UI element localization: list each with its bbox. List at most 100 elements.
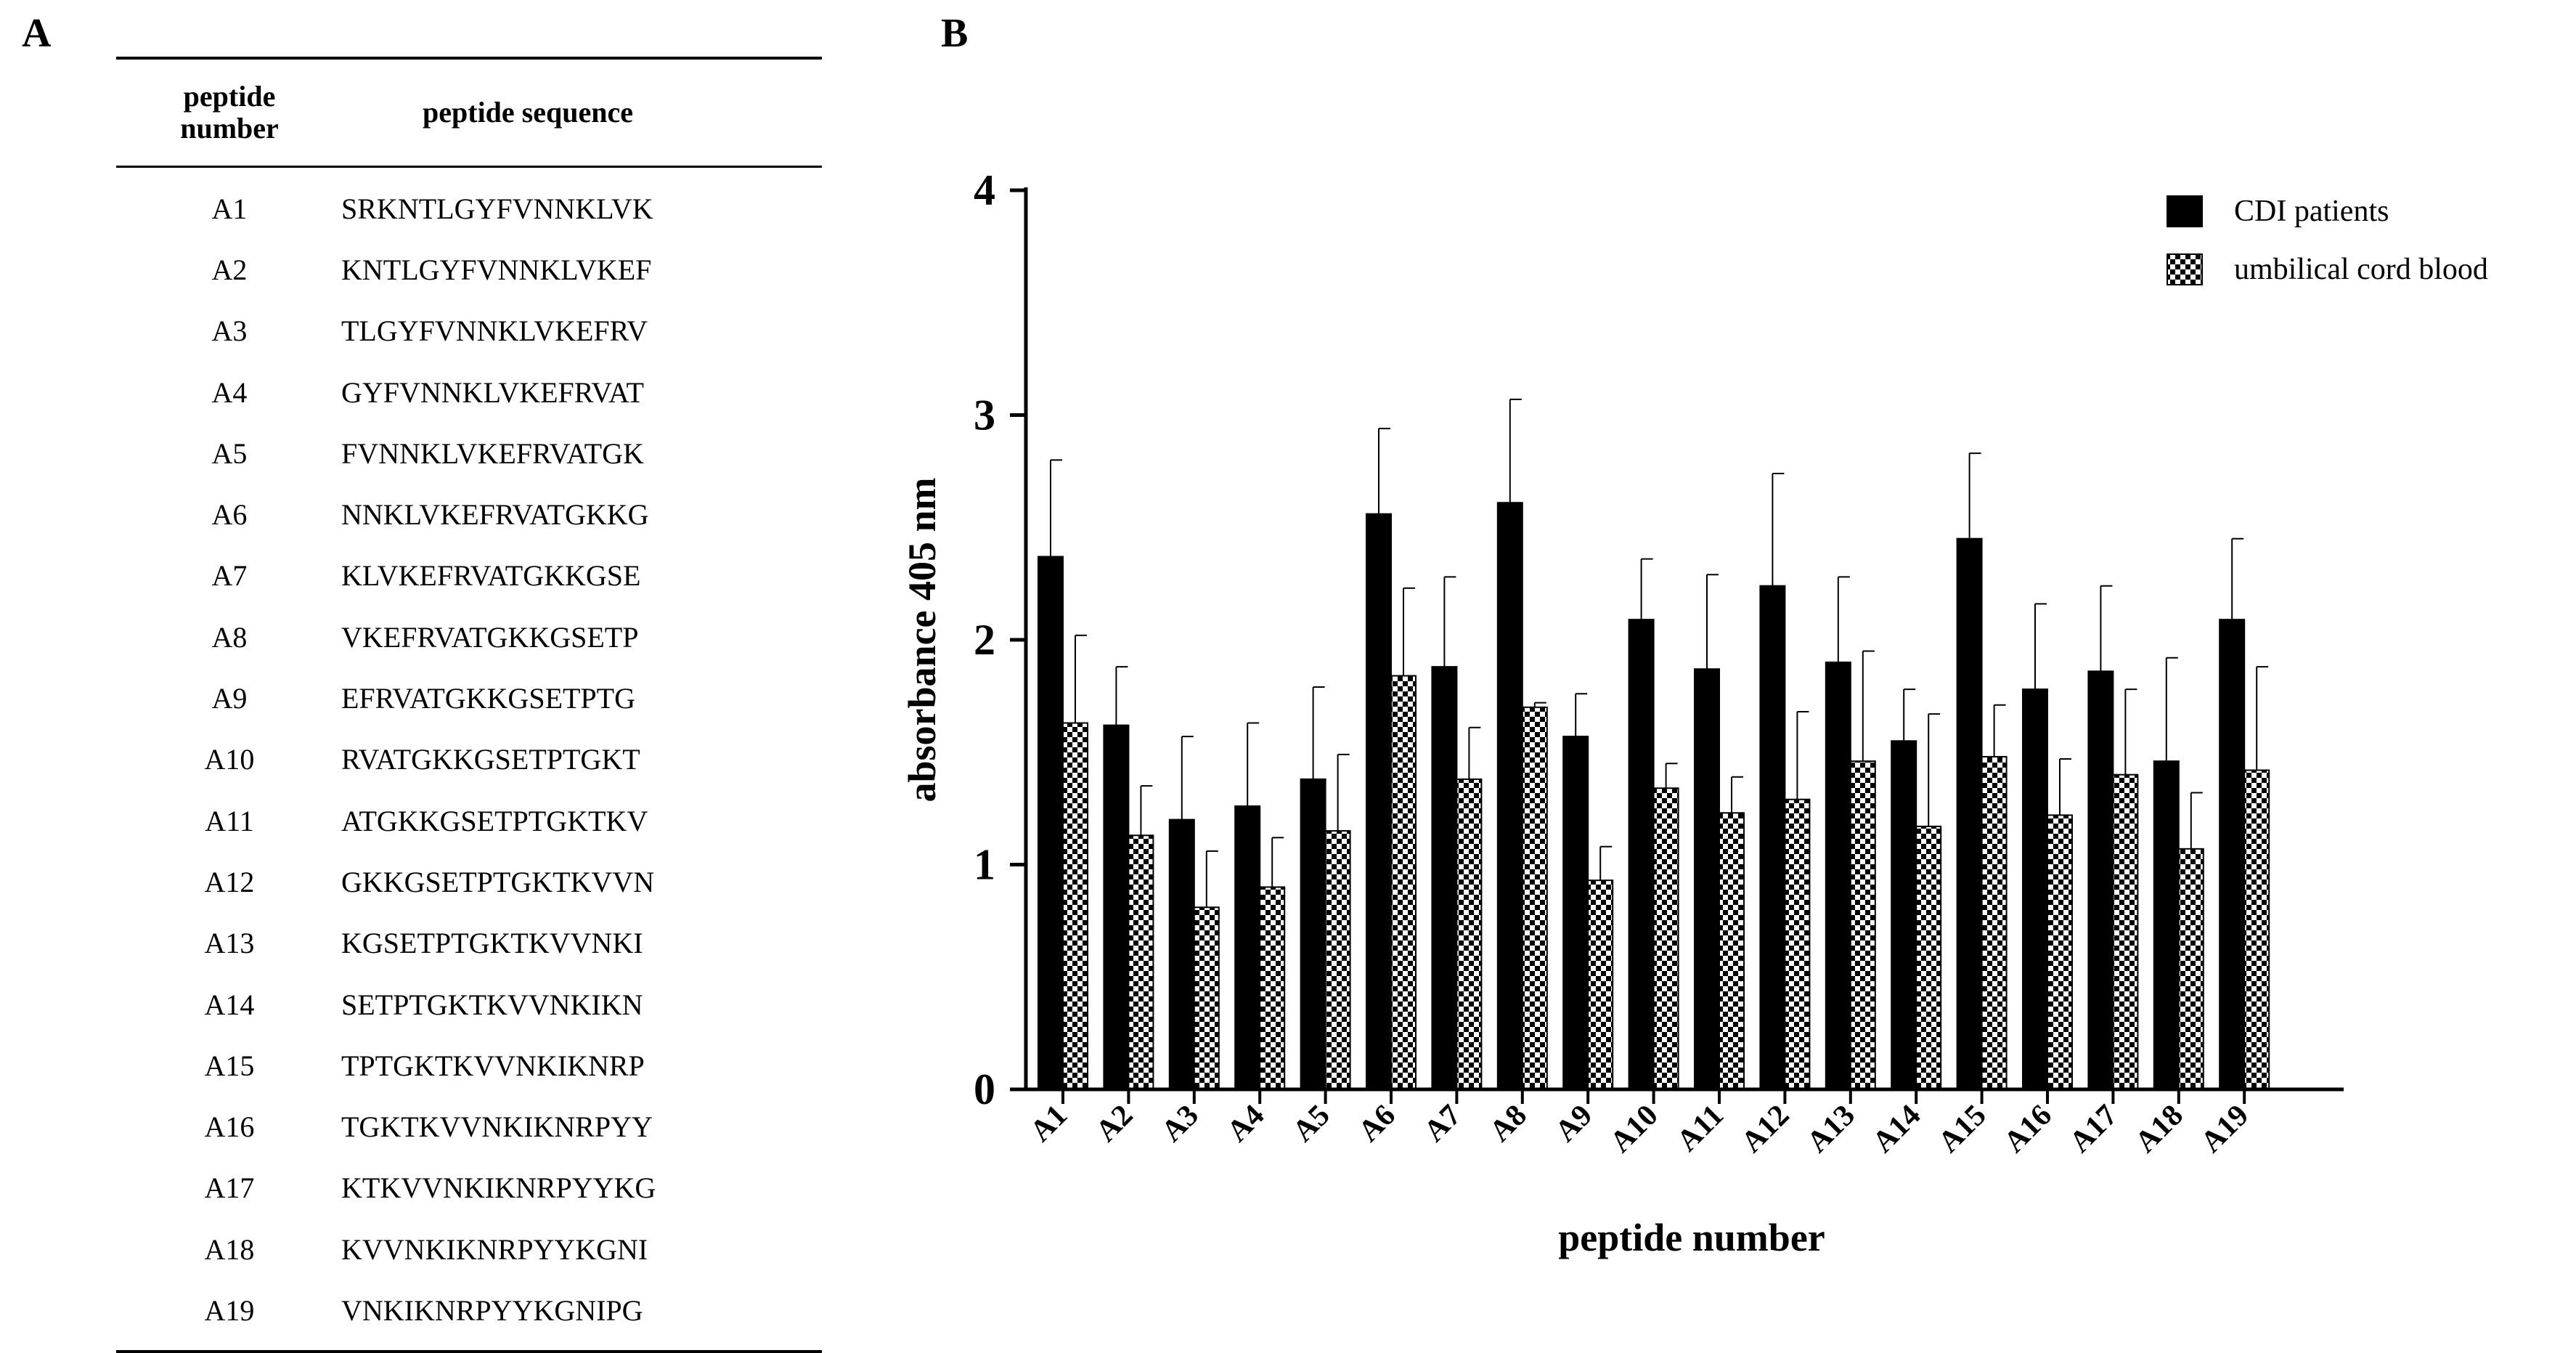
table-row: A10 RVATGKKGSETPTGKT [116,729,822,790]
peptide-number-cell: A1 [211,192,248,225]
x-tick-label: A7 [1418,1099,1468,1149]
bar-cord-blood [1521,706,1548,1090]
bar-cdi [1431,666,1458,1090]
peptide-number-cell: A18 [204,1232,255,1266]
peptide-number-cell: A19 [204,1293,255,1327]
bar-cord-blood [2047,814,2073,1091]
table-row: A2 KNTLGYFVNNKLVKEF [116,239,822,300]
bar-cdi [1825,661,1851,1090]
table-row: A11 ATGKKGSETPTGKTKV [116,790,822,851]
table-row: A7 KLVKEFRVATGKKGSE [116,545,822,606]
x-tick-label: A12 [1735,1099,1796,1160]
peptide-number-cell: A8 [211,620,248,654]
table-row: A12 GKKGSETPTGKTKVVN [116,851,822,912]
table-body: A1 SRKNTLGYFVNNKLVK A2 KNTLGYFVNNKLVKEF A3 TL… [116,168,822,1350]
header-number-line-2: number [180,112,279,145]
bar-cdi [1300,778,1326,1090]
peptide-number-cell: A5 [211,436,248,470]
peptide-sequence-cell: KNTLGYFVNNKLVKEF [341,253,652,286]
bar-cdi [1038,556,1064,1090]
legend-swatch [2167,195,2203,227]
bar-cdi [1366,513,1392,1090]
bar-cdi [1628,619,1655,1090]
legend-swatch [2167,253,2203,285]
peptide-number-cell: A7 [211,559,248,593]
peptide-number-cell: A9 [211,682,248,715]
bar-cord-blood [1587,879,1614,1091]
y-tick-label: 1 [974,841,995,889]
peptide-sequence-cell: KTKVVNKIKNRPYYKG [341,1171,656,1205]
x-tick-label: A3 [1155,1099,1205,1149]
bar-cord-blood [1390,675,1417,1090]
x-tick-label: A4 [1220,1099,1271,1149]
peptide-sequence-cell: KGSETPTGKTKVVNKI [341,927,643,960]
peptide-sequence-cell: KVVNKIKNRPYYKGNI [341,1232,648,1266]
bar-cord-blood [1128,834,1154,1090]
bar-cdi [1103,724,1130,1090]
legend-label: CDI patients [2234,195,2389,228]
y-tick-label: 4 [974,166,995,214]
table-row: A16 TGKTKVVNKIKNRPYY [116,1096,822,1157]
bar-cdi [1496,502,1523,1090]
header-number-line-1: peptide [183,80,276,113]
x-tick-label: A9 [1549,1099,1599,1149]
table-row: A14 SETPTGKTKVVNKIKN [116,974,822,1035]
table-row: A9 EFRVATGKKGSETPTG [116,667,822,728]
peptide-number-cell: A4 [211,375,248,409]
x-tick-label: A10 [1604,1099,1665,1160]
peptide-number-cell: A3 [211,314,248,348]
table-row: A18 KVVNKIKNRPYYKGNI [116,1219,822,1280]
bar-cdi [2087,670,2114,1090]
x-tick-label: A2 [1090,1099,1140,1149]
peptide-number-cell: A15 [204,1049,255,1082]
bar-cdi [1694,668,1720,1090]
bar-cord-blood [1193,906,1220,1091]
table-row: A1 SRKNTLGYFVNNKLVK [116,178,822,239]
peptide-sequence-cell: FVNNKLVKEFRVATGK [341,436,644,470]
peptide-sequence-cell: EFRVATGKKGSETPTG [341,682,635,715]
peptide-sequence-cell: TGKTKVVNKIKNRPYY [341,1110,653,1144]
x-tick-label: A18 [2129,1099,2190,1160]
peptide-table: peptide number peptide sequence A1 SRKNTL… [116,57,822,1353]
bar-cdi [1759,585,1786,1090]
table-row: A5 FVNNKLVKEFRVATGK [116,423,822,484]
bar-cord-blood [1981,755,2008,1090]
peptide-number-cell: A16 [204,1110,255,1144]
bar-cdi [2219,619,2246,1090]
bar-cord-blood [1719,812,1745,1090]
bar-cord-blood [1324,830,1351,1090]
bar-cdi [1562,736,1589,1091]
peptide-number-cell: A14 [204,988,255,1021]
peptide-number-cell: A2 [211,253,248,286]
x-tick-label: A1 [1024,1099,1074,1149]
bar-cdi [2153,760,2180,1090]
y-axis-title: absorbance 405 nm [900,477,944,802]
x-tick-label: A15 [1932,1099,1993,1160]
panel-label-b: B [941,11,969,56]
header-peptide-number: peptide number [116,81,343,145]
table-row: A4 GYFVNNKLVKEFRVAT [116,362,822,423]
peptide-sequence-cell: VNKIKNRPYYKGNIPG [341,1293,643,1327]
bar-cord-blood [1062,722,1088,1090]
bar-cord-blood [1652,787,1679,1091]
table-top-rule [116,57,822,60]
table-bottom-rule [116,1349,822,1353]
table-row: A17 KTKVVNKIKNRPYYKG [116,1158,822,1219]
peptide-sequence-cell: RVATGKKGSETPTGKT [341,743,640,776]
bar-cord-blood [1915,825,1942,1090]
peptide-sequence-cell: TLGYFVNNKLVKEFRV [341,314,648,348]
peptide-sequence-cell: KLVKEFRVATGKKGSE [341,559,641,593]
bar-cord-blood [1849,760,1876,1090]
bar-cord-blood [1456,778,1483,1090]
peptide-number-cell: A6 [211,498,248,532]
peptide-number-cell: A10 [204,743,255,776]
peptide-sequence-cell: GYFVNNKLVKEFRVAT [341,375,644,409]
x-axis-title: peptide number [1558,1216,1825,1259]
table-row: A19 VNKIKNRPYYKGNIPG [116,1280,822,1341]
peptide-number-cell: A12 [204,865,255,898]
peptide-number-cell: A17 [204,1171,255,1205]
bar-cord-blood [1784,798,1811,1090]
legend-label: umbilical cord blood [2234,253,2488,286]
peptide-number-cell: A11 [205,804,254,837]
